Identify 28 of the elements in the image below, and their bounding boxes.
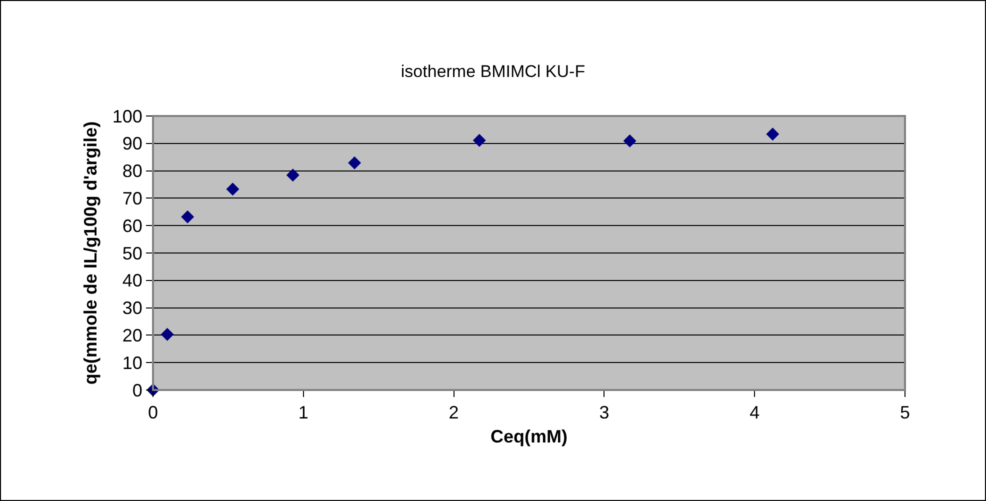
y-tick-label: 0 bbox=[132, 380, 142, 400]
x-tick-label: 5 bbox=[900, 402, 910, 423]
y-tick-label: 40 bbox=[122, 270, 142, 291]
point bbox=[286, 168, 300, 182]
y-axis-title: qe(mmole de IL/g100g d'argile) bbox=[80, 121, 101, 385]
point bbox=[766, 128, 780, 141]
x-tick-label: 2 bbox=[448, 402, 459, 423]
y-tick-label: 90 bbox=[122, 134, 142, 154]
y-tick-label: 20 bbox=[122, 326, 142, 346]
x-tick-label: 4 bbox=[750, 402, 760, 423]
x-axis-title: Ceq(mM) bbox=[490, 426, 568, 447]
chart-title: isotherme BMIMCl KU-F bbox=[400, 62, 586, 81]
x-tick-label: 3 bbox=[599, 402, 610, 423]
point bbox=[181, 210, 194, 224]
y-tick-label: 70 bbox=[122, 188, 142, 208]
x-tick-label: 0 bbox=[148, 402, 158, 423]
y-tick-label: 30 bbox=[122, 298, 142, 318]
y-tick-label: 50 bbox=[122, 243, 142, 264]
y-tick-label: 80 bbox=[122, 161, 142, 182]
x-tick-label: 1 bbox=[298, 402, 308, 423]
y-tick-label: 60 bbox=[122, 216, 142, 236]
y-tick-label: 100 bbox=[112, 106, 142, 126]
y-tick-label: 10 bbox=[122, 352, 142, 373]
point bbox=[623, 134, 636, 148]
point bbox=[160, 328, 174, 341]
point bbox=[226, 182, 240, 196]
point bbox=[472, 134, 486, 147]
point bbox=[348, 156, 362, 170]
